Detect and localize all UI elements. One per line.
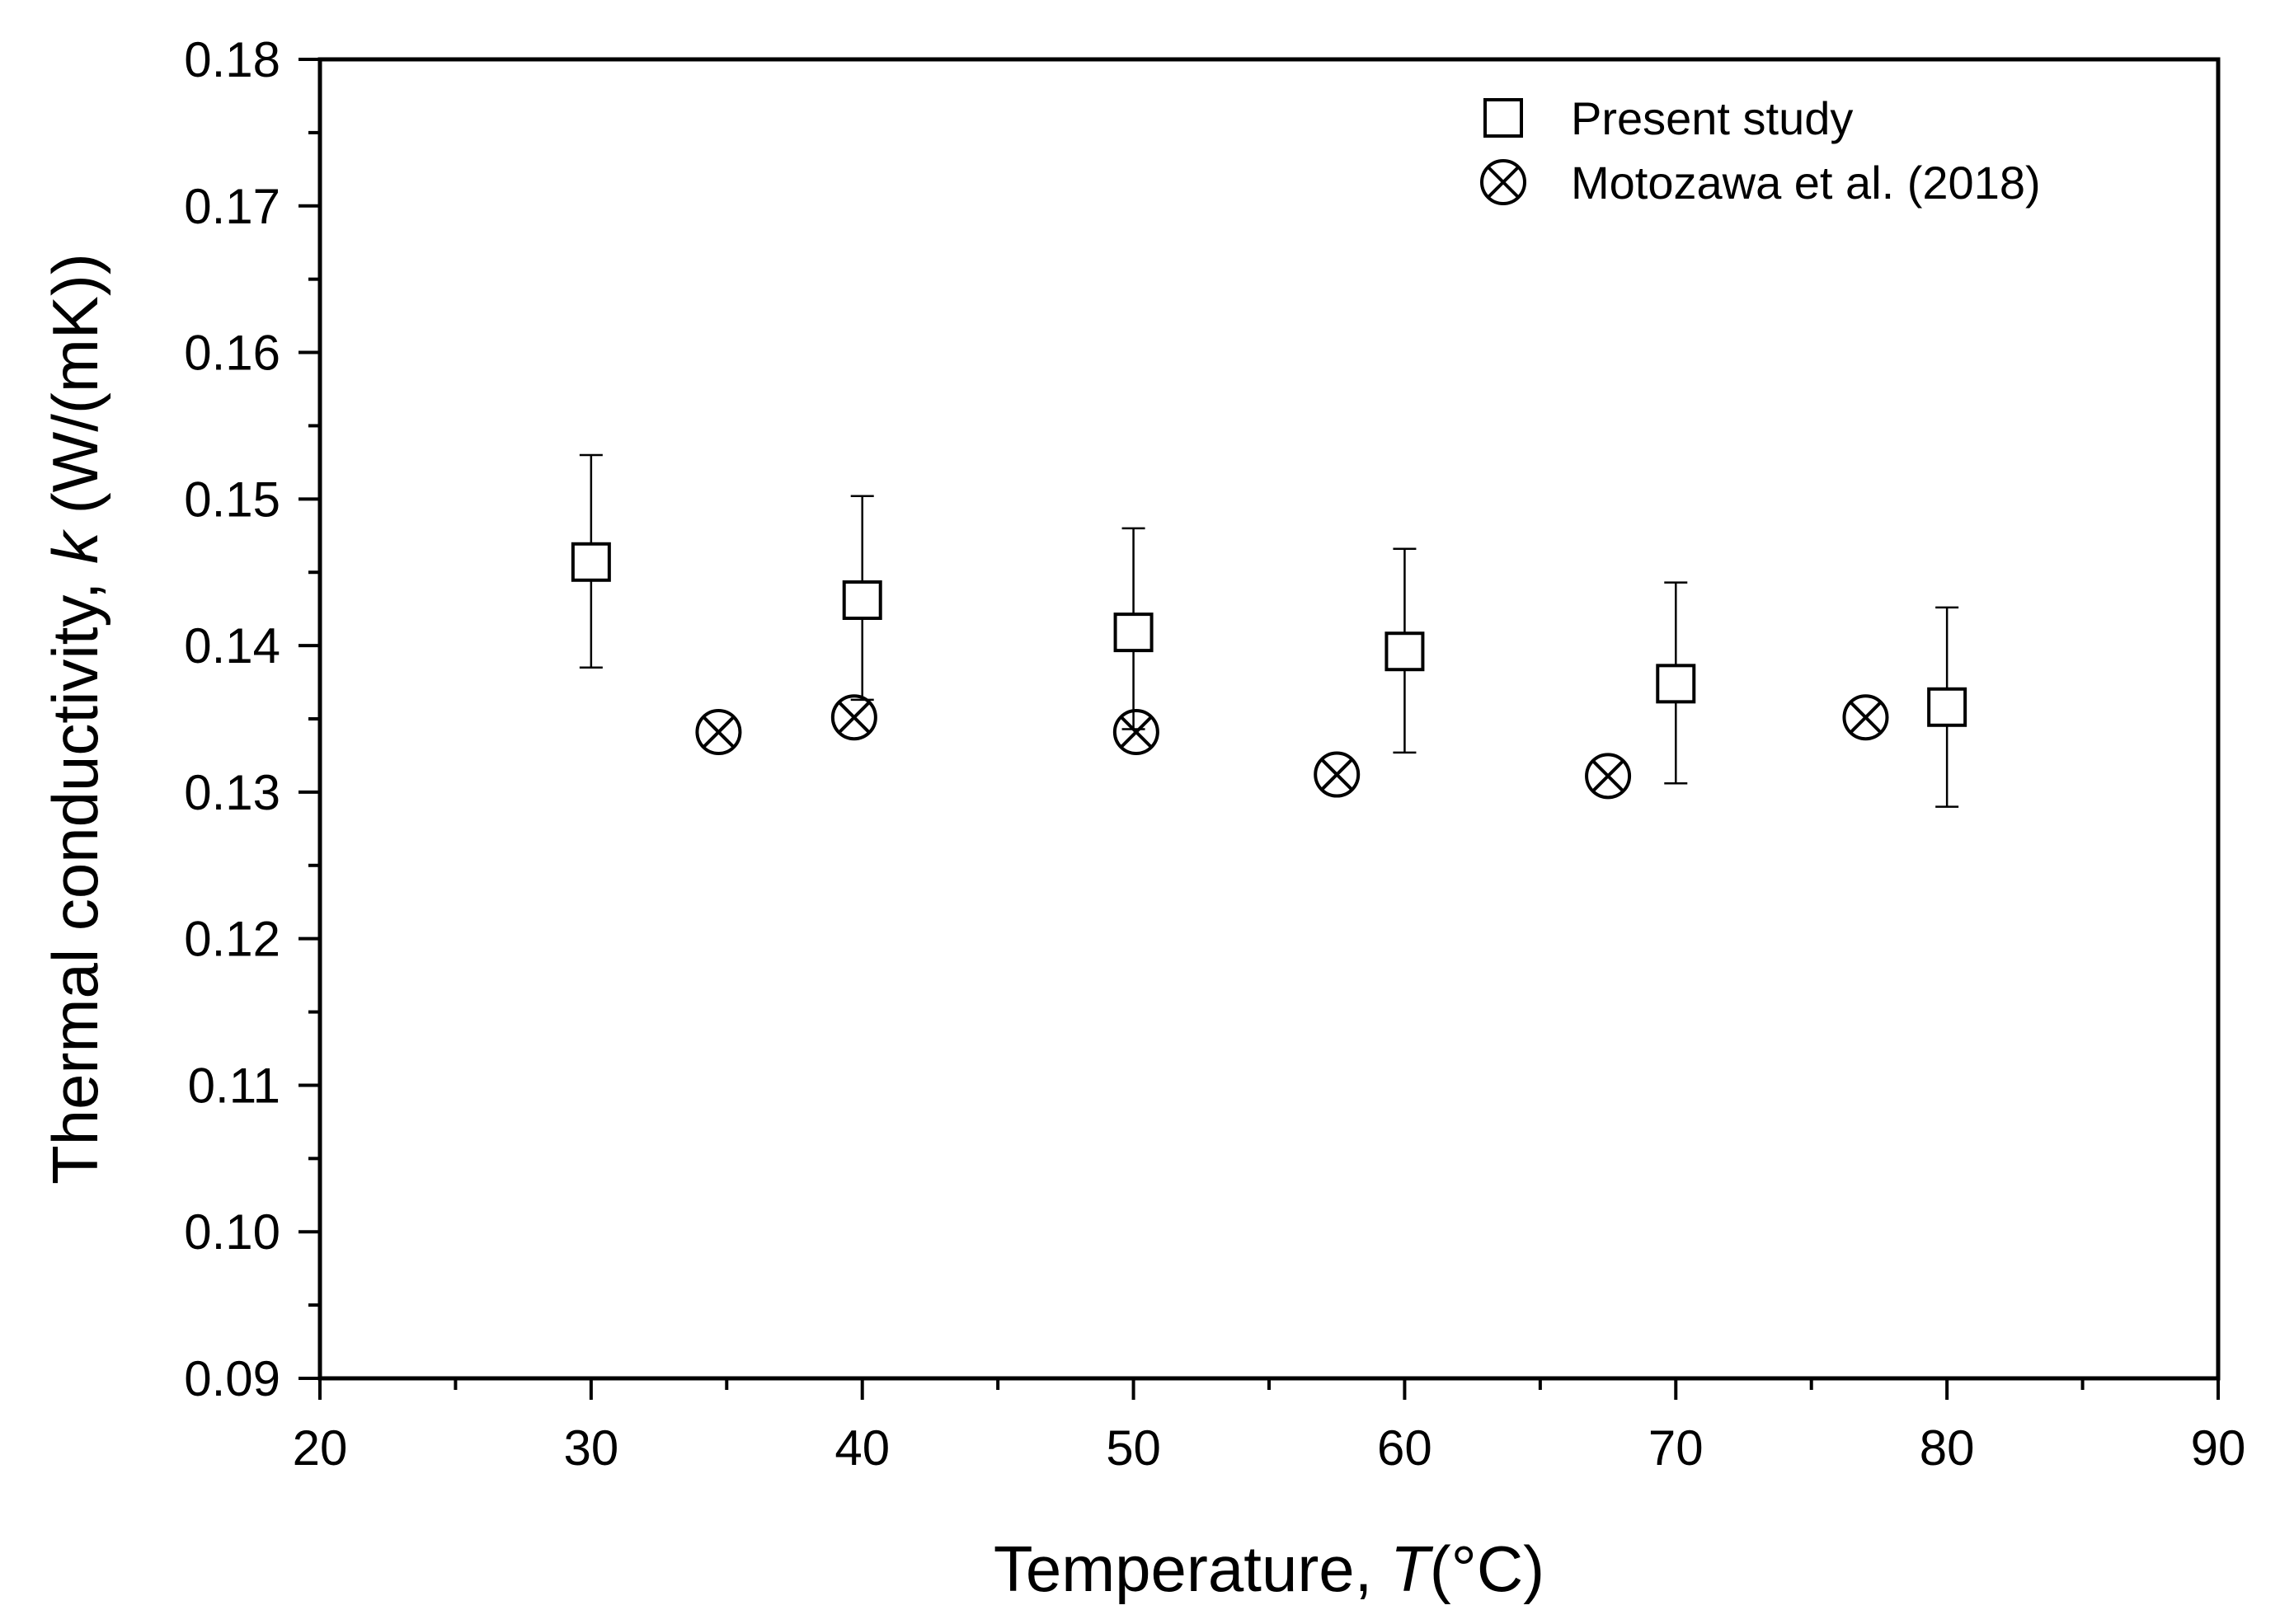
- present-study-point: [1927, 687, 1967, 727]
- present-study-point: [571, 542, 611, 582]
- legend: Present study Motozawa et al. (2018): [1480, 92, 2041, 209]
- y-axis-title-symbol: k: [39, 528, 111, 564]
- motozawa-point: [1112, 709, 1159, 755]
- circle-x-stroke: [1591, 759, 1624, 793]
- x-tick-label: 70: [1648, 1420, 1704, 1476]
- legend-label: Motozawa et al. (2018): [1571, 157, 2041, 209]
- motozawa-point: [1314, 751, 1361, 798]
- y-tick-label: 0.14: [184, 618, 280, 674]
- y-tick-label: 0.16: [184, 326, 280, 381]
- x-tick-label: 20: [293, 1420, 348, 1476]
- y-tick-label: 0.18: [184, 32, 280, 87]
- circle-x-ring: [830, 694, 877, 741]
- plot-frame: [317, 57, 2221, 1381]
- motozawa-point: [1842, 694, 1889, 741]
- circle-x-stroke: [1849, 701, 1883, 735]
- circle-x-stroke: [838, 701, 871, 735]
- circle-x-ring: [1314, 751, 1361, 798]
- present-study-point: [1113, 613, 1154, 653]
- ticks-layer: 20 30 40 50 60 70 80 90 0.09 0.10 0.11 0.12 0.13 0.14…: [184, 32, 2245, 1476]
- circle-x-ring: [1112, 709, 1159, 755]
- legend-marker-square: [1483, 98, 1523, 138]
- y-tick-label: 0.15: [184, 472, 280, 527]
- y-tick-label: 0.09: [184, 1351, 280, 1406]
- circle-x-stroke: [1487, 166, 1520, 199]
- circle-x-stroke: [702, 716, 736, 749]
- y-tick-label: 0.11: [188, 1058, 280, 1113]
- motozawa-point: [830, 694, 877, 741]
- y-axis-title-suffix: (W/(mK)): [39, 253, 111, 532]
- x-tick-label: 50: [1106, 1420, 1161, 1476]
- y-axis-title-prefix: Thermal conductivity,: [39, 564, 111, 1185]
- x-axis-title: Temperature, T(°C): [994, 1532, 1544, 1605]
- x-axis-title-symbol: T: [1390, 1532, 1434, 1605]
- legend-marker-circle-x: [1480, 159, 1526, 205]
- x-tick-label: 80: [1920, 1420, 1975, 1476]
- x-axis-title-prefix: Temperature,: [994, 1532, 1390, 1605]
- circle-x-ring: [1842, 694, 1889, 741]
- motozawa-point: [695, 709, 742, 755]
- y-tick-label: 0.10: [184, 1204, 280, 1260]
- x-tick-label: 40: [834, 1420, 890, 1476]
- y-axis-title: Thermal conductivity, k (W/(mK)): [39, 253, 111, 1185]
- marker-layer: [571, 542, 1967, 800]
- circle-x-ring: [1480, 159, 1526, 205]
- motozawa-point: [1585, 753, 1632, 800]
- circle-x-stroke: [1120, 716, 1153, 749]
- x-tick-label: 30: [563, 1420, 618, 1476]
- circle-x-ring: [1585, 753, 1632, 800]
- errorbar-layer: [579, 453, 1959, 808]
- y-tick-label: 0.17: [184, 179, 280, 234]
- legend-label: Present study: [1571, 92, 1853, 144]
- present-study-point: [1656, 664, 1696, 704]
- y-tick-label: 0.12: [184, 912, 280, 967]
- x-axis-title-suffix: (°C): [1430, 1532, 1544, 1605]
- circle-x-stroke: [1320, 758, 1354, 791]
- y-tick-label: 0.13: [184, 765, 280, 820]
- x-tick-label: 90: [2191, 1420, 2246, 1476]
- circle-x-ring: [695, 709, 742, 755]
- present-study-point: [1384, 631, 1425, 672]
- present-study-point: [842, 580, 882, 620]
- x-tick-label: 60: [1377, 1420, 1432, 1476]
